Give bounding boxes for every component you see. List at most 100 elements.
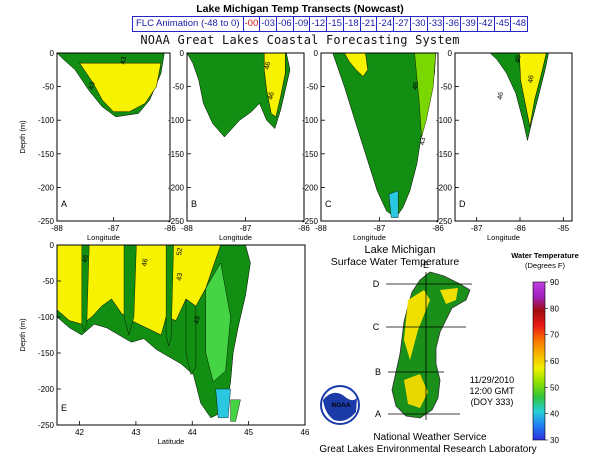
contour-label: 46: [412, 81, 420, 90]
x-tick-label: 44: [188, 428, 197, 437]
contour-label: 43: [176, 272, 184, 281]
yellow-region: [519, 52, 547, 127]
page-title: Lake Michigan Temp Transects (Nowcast): [196, 3, 404, 15]
frame-link-03[interactable]: -03: [261, 17, 277, 31]
y-tick-label: -250: [38, 421, 55, 430]
y-tick-label: -200: [302, 183, 319, 192]
x-tick-label: -86: [514, 224, 526, 233]
frame-link-06[interactable]: -06: [277, 17, 294, 31]
transect-letter: A: [375, 409, 381, 419]
colorbar-tick: 30: [550, 436, 559, 445]
contour-label: 46: [527, 75, 535, 84]
x-tick-label: -88: [315, 224, 327, 233]
lightgreen-region: [205, 262, 231, 383]
frame-link-27[interactable]: -27: [395, 17, 411, 31]
frame-link-39[interactable]: -39: [462, 17, 478, 31]
transect-letter: B: [375, 367, 381, 377]
colorbar-tick: 70: [550, 331, 559, 340]
y-tick-label: -50: [306, 83, 318, 92]
contour-label: 43: [88, 81, 96, 90]
colorbar-tick: 50: [550, 383, 559, 392]
panel-frame: [454, 52, 573, 222]
animation-link[interactable]: FLC Animation (-48 to 0): [133, 17, 244, 31]
x-axis-label: Longitude: [219, 233, 252, 242]
y-axis-label: Depth (m): [18, 120, 27, 154]
x-tick-label: -85: [558, 224, 570, 233]
colorbar-tick: 40: [550, 410, 559, 419]
yellow-region: [79, 62, 162, 113]
contour-label: 46: [82, 254, 90, 263]
frame-link-00[interactable]: -00: [244, 17, 261, 31]
panel-letter: E: [61, 403, 67, 413]
y-tick-label: 0: [314, 49, 319, 58]
y-tick-label: -200: [436, 183, 453, 192]
y-tick-label: -150: [38, 349, 55, 358]
panel-letter: C: [325, 199, 332, 209]
contour-label: 43: [419, 137, 427, 146]
x-axis-label: Longitude: [87, 233, 120, 242]
frame-link-09[interactable]: -09: [294, 17, 311, 31]
colorbar-units: (Degrees F): [525, 261, 566, 270]
y-tick-label: -50: [172, 83, 184, 92]
green-region: [185, 298, 197, 376]
contour-label: 52: [176, 247, 184, 256]
lightgreen-region: [230, 399, 241, 422]
frame-link-33[interactable]: -33: [428, 17, 445, 31]
y-tick-label: 0: [180, 49, 185, 58]
transect-panel-d: 46 46 46 D -87 -86 -85 0 -50 -100 -150 -200 -250 Long…: [436, 49, 573, 242]
map-time: 12:00 GMT: [469, 386, 515, 396]
panel-frame: [56, 244, 306, 426]
colorbar: Water Temperature(Degrees F) 30 40 50 60 70 80…: [511, 251, 579, 445]
frame-link-30[interactable]: -30: [411, 17, 428, 31]
credit-glerl: Great Lakes Environmental Research Labor…: [319, 444, 536, 455]
yellow-region: [263, 52, 286, 118]
x-axis-label: Longitude: [487, 233, 520, 242]
y-axis-label: Depth (m): [18, 318, 27, 352]
y-tick-label: -50: [440, 83, 452, 92]
frame-link-45[interactable]: -45: [495, 17, 512, 31]
y-tick-label: -100: [38, 116, 55, 125]
x-tick-label: -86: [432, 224, 444, 233]
frame-link-36[interactable]: -36: [445, 17, 462, 31]
frame-link-48[interactable]: -48: [512, 18, 526, 29]
frame-link-18[interactable]: -18: [344, 17, 361, 31]
transect-panel-b: 46 46 B -88 -87 -86 0 -50 -100 -150 -200 -250 Longit…: [168, 49, 310, 242]
green-region: [186, 52, 291, 138]
y-tick-label: -150: [38, 150, 55, 159]
colorbar-tick: 90: [550, 278, 559, 287]
cyan-region: [215, 388, 231, 418]
y-tick-label: -250: [436, 217, 453, 226]
y-tick-label: -150: [302, 150, 319, 159]
x-tick-label: 42: [75, 428, 84, 437]
panel-letter: B: [191, 199, 197, 209]
contour-label: 46: [141, 258, 149, 267]
y-tick-label: -100: [38, 313, 55, 322]
map-date: 11/29/2010: [470, 375, 514, 385]
transect-panel-e: 46 46 43 43 52 E 42 43 44 45 46 0 -50 -100 -150 -200 -25…: [18, 241, 310, 446]
lake-warm-area: [404, 290, 430, 360]
system-title: NOAA Great Lakes Coastal Forecasting Sys…: [140, 33, 460, 47]
panel-letter: D: [459, 199, 466, 209]
frame-link-12[interactable]: -12: [311, 17, 328, 31]
y-tick-label: -200: [38, 183, 55, 192]
colorbar-strip: [532, 281, 546, 441]
y-tick-label: -150: [168, 150, 185, 159]
frame-link-42[interactable]: -42: [478, 17, 495, 31]
y-tick-label: -100: [168, 116, 185, 125]
cyan-region: [388, 190, 399, 218]
frame-link-15[interactable]: -15: [328, 17, 344, 31]
frame-link-21[interactable]: -21: [361, 17, 378, 31]
y-tick-label: -250: [302, 217, 319, 226]
map-doy: (DOY 333): [471, 397, 514, 407]
frame-link-24[interactable]: -24: [378, 17, 395, 31]
contour-label: 43: [193, 316, 201, 325]
colorbar-tick: 60: [550, 357, 559, 366]
x-tick-label: -88: [181, 224, 193, 233]
x-tick-label: -87: [471, 224, 483, 233]
transect-letter: E: [423, 260, 429, 270]
x-tick-label: 46: [301, 428, 310, 437]
map-subtitle: Surface Water Temperature: [331, 256, 460, 268]
contour-label: 43: [120, 56, 128, 65]
credit-nws: National Weather Service: [373, 432, 487, 443]
